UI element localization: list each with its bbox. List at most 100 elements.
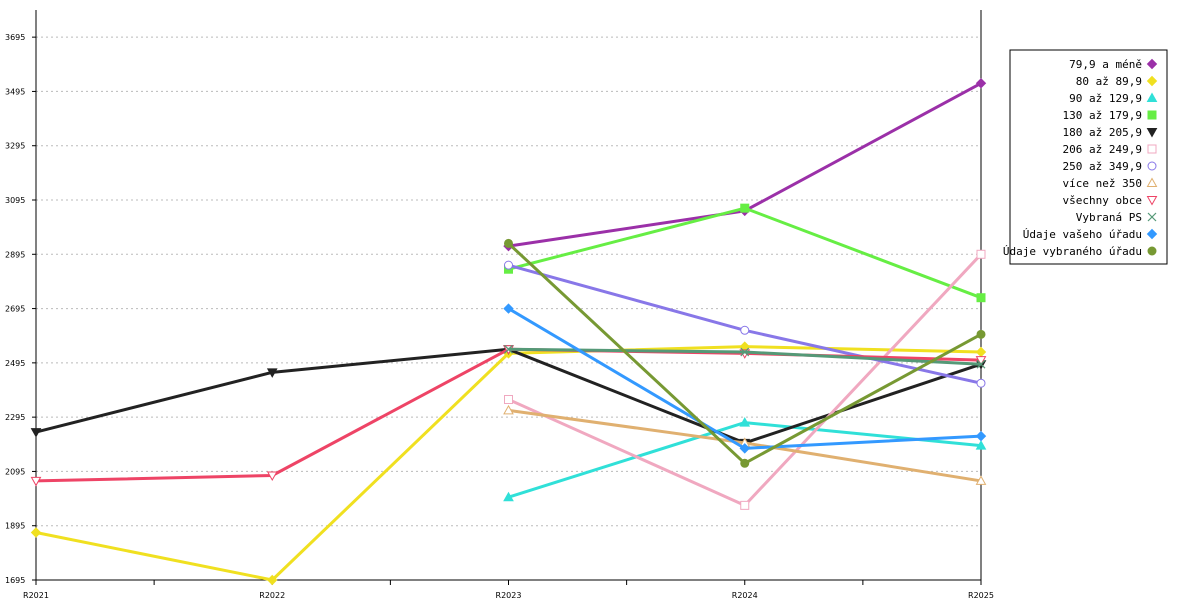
- data-point: [976, 329, 986, 339]
- legend-label: všechny obce: [1063, 194, 1142, 207]
- legend-label: 90 až 129,9: [1069, 92, 1142, 105]
- series-1: [30, 341, 987, 586]
- legend-marker: [1146, 228, 1158, 240]
- marker-stroke: [740, 347, 750, 357]
- legend-label: 250 až 349,9: [1063, 160, 1142, 173]
- data-point: [503, 404, 514, 415]
- data-point: [30, 476, 42, 487]
- series-5: [504, 249, 986, 510]
- legend-item: 206 až 249,9: [1063, 143, 1157, 156]
- x-tick-label: R2023: [496, 591, 522, 600]
- y-tick-label: 3695: [5, 33, 25, 42]
- data-point: [740, 203, 750, 213]
- legend-marker: [1147, 110, 1157, 120]
- series-3: [504, 203, 986, 303]
- legend-label: 130 až 179,9: [1063, 109, 1142, 122]
- legend-label: 80 až 89,9: [1076, 75, 1142, 88]
- data-point: [975, 78, 987, 89]
- legend-marker: [1146, 196, 1158, 206]
- data-point: [504, 260, 513, 270]
- legend-item: 180 až 205,9: [1063, 126, 1158, 139]
- axes: 1695 1895 2095 2295 2495 2695 2895 3095 3295 3495…: [5, 10, 994, 600]
- data-point: [504, 395, 513, 404]
- data-point: [739, 417, 751, 427]
- legend-marker: [1146, 128, 1158, 138]
- legend-label: Údaje vybraného úřadu: [1003, 245, 1142, 258]
- x-tick-label: R2025: [968, 591, 994, 600]
- data-point: [740, 347, 750, 357]
- x-tick-label: R2022: [259, 591, 285, 600]
- data-point: [503, 491, 514, 502]
- series-0: [503, 78, 987, 252]
- series-8: [30, 345, 987, 487]
- series-line: [35, 347, 982, 483]
- series-9: [504, 344, 986, 369]
- data-point: [976, 359, 986, 369]
- marker-stroke: [1147, 212, 1157, 222]
- series-2: [503, 417, 987, 502]
- legend-marker: [1147, 212, 1157, 222]
- data-point: [266, 471, 278, 482]
- series-line: [508, 263, 982, 385]
- data-point: [975, 356, 987, 366]
- marker-stroke: [976, 359, 986, 369]
- legend-label: 79,9 a méně: [1069, 58, 1142, 71]
- legend-item: více než 350: [1063, 177, 1158, 190]
- y-tick-label: 2495: [5, 359, 25, 368]
- data-point: [740, 325, 750, 335]
- data-point: [30, 428, 42, 438]
- data-point: [975, 430, 987, 442]
- series-line: [35, 345, 982, 582]
- legend-marker: [1147, 161, 1157, 171]
- legend-marker: [1146, 75, 1158, 87]
- series-6: [504, 260, 986, 388]
- legend-item: 130 až 179,9: [1063, 109, 1157, 122]
- data-point: [976, 293, 986, 303]
- legend: 79,9 a méně 80 až 89,9 90 až 129,9 130 až 1…: [1003, 49, 1168, 265]
- data-point: [504, 238, 513, 248]
- x-tick-label: R2024: [732, 591, 758, 600]
- y-tick-label: 2895: [5, 250, 25, 259]
- data-point: [975, 475, 987, 485]
- legend-item: Údaje vašeho úřadu: [1023, 228, 1158, 241]
- data-point: [30, 527, 42, 538]
- legend-label: více než 350: [1063, 177, 1142, 190]
- legend-label: Vybraná PS: [1076, 211, 1142, 224]
- data-point: [266, 368, 278, 378]
- data-point: [503, 303, 514, 314]
- data-point: [740, 500, 750, 510]
- legend-label: 206 až 249,9: [1063, 143, 1142, 156]
- data-series: [30, 78, 987, 586]
- y-tick-label: 2295: [5, 413, 25, 422]
- legend-item: 80 až 89,9: [1076, 75, 1158, 88]
- data-point: [975, 440, 987, 450]
- y-tick-label: 3095: [5, 196, 25, 205]
- data-point: [504, 344, 513, 354]
- data-point: [739, 443, 750, 454]
- legend-marker: [1146, 177, 1158, 187]
- y-tick-label: 3495: [5, 87, 25, 96]
- y-tick-label: 1695: [5, 576, 25, 585]
- y-tick-label: 2095: [5, 467, 25, 476]
- legend-marker: [1146, 58, 1158, 70]
- legend-item: Vybraná PS: [1076, 211, 1157, 224]
- data-point: [975, 346, 987, 358]
- legend-marker: [1147, 246, 1157, 256]
- legend-item: Údaje vybraného úřadu: [1003, 245, 1157, 258]
- legend-box: [1009, 49, 1168, 265]
- y-tick-label: 1895: [5, 522, 25, 531]
- legend-marker: [1147, 144, 1157, 154]
- x-tick-label: R2021: [23, 591, 49, 600]
- y-tick-label: 2695: [5, 305, 25, 314]
- data-point: [740, 458, 750, 468]
- legend-marker: [1146, 92, 1158, 102]
- data-point: [976, 378, 986, 388]
- legend-item: 90 až 129,9: [1069, 92, 1158, 105]
- series-10: [503, 303, 987, 454]
- y-tick-label: 3295: [5, 142, 25, 151]
- series-11: [504, 238, 986, 468]
- marker-stroke: [504, 344, 513, 354]
- legend-item: 250 až 349,9: [1063, 160, 1157, 173]
- legend-label: 180 až 205,9: [1063, 126, 1142, 139]
